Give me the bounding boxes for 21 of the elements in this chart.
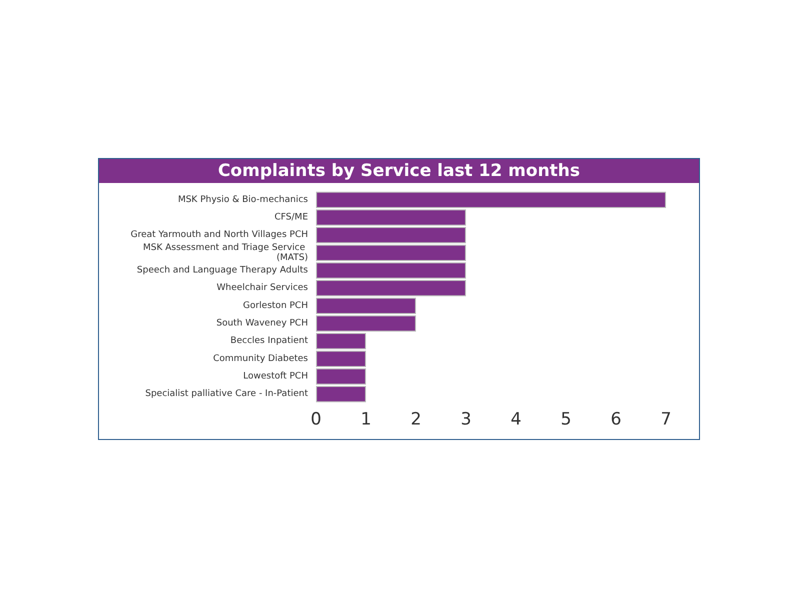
y-tick-label: Great Yarmouth and North Villages PCH bbox=[130, 230, 308, 240]
chart-title: Complaints by Service last 12 months bbox=[99, 159, 699, 183]
x-tick-label: 6 bbox=[610, 410, 622, 430]
y-tick-label: MSK Physio & Bio-mechanics bbox=[178, 194, 308, 205]
y-tick-label: Beccles Inpatient bbox=[230, 336, 308, 346]
y-tick-label: Community Diabetes bbox=[213, 354, 308, 364]
y-tick-label: CFS/ME bbox=[274, 212, 308, 222]
y-tick-label: Wheelchair Services bbox=[216, 283, 308, 294]
x-tick-label: 5 bbox=[560, 410, 572, 430]
y-tick-label: MSK Assessment and Triage Service (MATS) bbox=[142, 242, 308, 263]
x-tick-label: 2 bbox=[410, 410, 422, 430]
y-tick-label: Gorleston PCH bbox=[243, 300, 308, 311]
y-tick-label: Speech and Language Therapy Adults bbox=[136, 266, 308, 276]
x-tick-label: 3 bbox=[460, 410, 472, 430]
y-tick-label: Specialist palliative Care - In-Patient bbox=[145, 389, 308, 400]
x-tick-label: 7 bbox=[660, 410, 672, 430]
x-tick-label: 1 bbox=[360, 410, 372, 430]
x-tick-label: 0 bbox=[310, 410, 322, 430]
x-tick-label: 4 bbox=[510, 410, 522, 430]
y-tick-label: South Waveney PCH bbox=[216, 318, 308, 328]
y-tick-label: Lowestoft PCH bbox=[243, 372, 308, 382]
